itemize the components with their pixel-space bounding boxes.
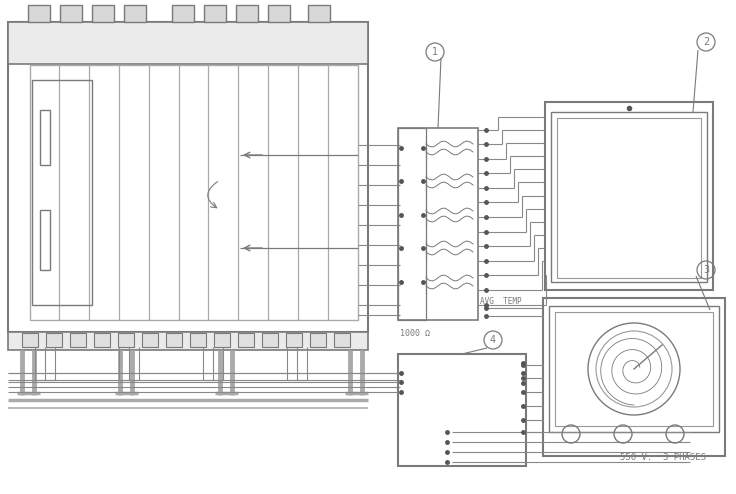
Text: 2: 2: [703, 37, 709, 47]
Bar: [398, 128, 426, 320]
Text: AVG  TEMP: AVG TEMP: [480, 297, 522, 306]
Bar: [262, 333, 278, 347]
Bar: [60, 5, 82, 22]
Bar: [70, 333, 86, 347]
Bar: [32, 80, 92, 305]
Bar: [545, 102, 713, 290]
Bar: [28, 5, 50, 22]
Text: 550 V.  3 PHASES: 550 V. 3 PHASES: [620, 453, 706, 461]
Bar: [94, 333, 110, 347]
Bar: [551, 112, 707, 282]
Text: 3: 3: [703, 265, 709, 275]
Bar: [172, 5, 194, 22]
Text: 1000 Ω: 1000 Ω: [400, 329, 430, 338]
Bar: [8, 22, 368, 64]
Bar: [8, 22, 368, 332]
Bar: [238, 333, 254, 347]
Bar: [40, 110, 50, 165]
Bar: [166, 333, 182, 347]
Bar: [190, 333, 206, 347]
Bar: [543, 298, 725, 456]
Bar: [398, 128, 478, 320]
Bar: [308, 5, 330, 22]
Bar: [549, 306, 719, 432]
Bar: [22, 333, 38, 347]
Bar: [555, 312, 713, 426]
Bar: [398, 354, 526, 466]
Text: 1: 1: [432, 47, 438, 57]
Bar: [310, 333, 326, 347]
Bar: [118, 333, 134, 347]
Bar: [204, 5, 226, 22]
Bar: [557, 118, 701, 278]
Bar: [286, 333, 302, 347]
Text: 4: 4: [490, 335, 496, 345]
Bar: [334, 333, 350, 347]
Bar: [214, 333, 230, 347]
Bar: [40, 210, 50, 270]
Bar: [8, 332, 368, 350]
Bar: [30, 65, 358, 320]
Bar: [236, 5, 258, 22]
Bar: [92, 5, 114, 22]
Bar: [268, 5, 290, 22]
Bar: [46, 333, 62, 347]
Bar: [124, 5, 146, 22]
Bar: [142, 333, 158, 347]
